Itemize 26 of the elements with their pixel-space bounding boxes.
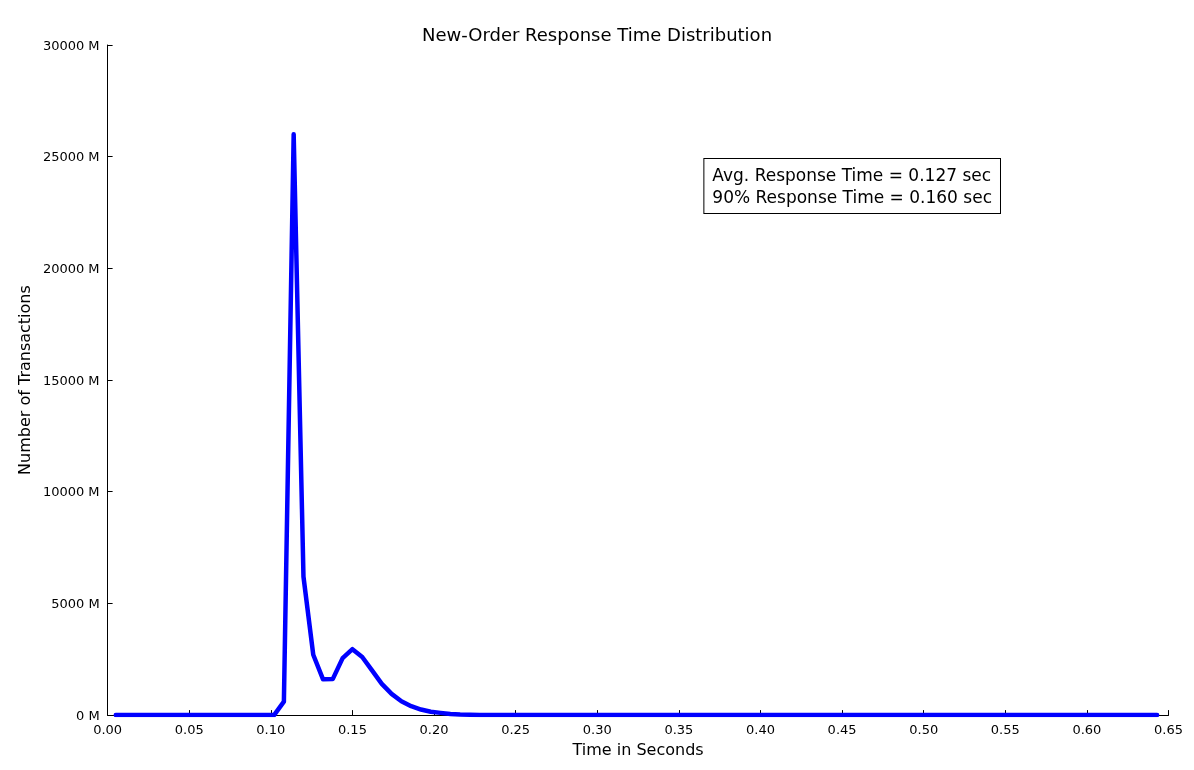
y-tick-label: 10000 M [42, 484, 100, 500]
x-tick-label: 0.45 [827, 722, 857, 738]
x-tick-label: 0.15 [337, 722, 367, 738]
x-tick-label: 0.25 [501, 722, 531, 738]
y-tick-label: 0 M [75, 707, 100, 723]
x-tick-label: 0.05 [174, 722, 204, 738]
y-tick-label: 5000 M [51, 595, 100, 611]
y-tick-label: 30000 M [42, 37, 100, 53]
y-tick-label: 20000 M [42, 260, 100, 276]
x-tick-label: 0.30 [582, 722, 612, 738]
x-tick-label: 0.00 [93, 722, 123, 738]
x-axis-title: Time in Seconds [571, 739, 704, 759]
chart-title: New-Order Response Time Distribution [421, 23, 773, 45]
x-tick-label: 0.20 [419, 722, 449, 738]
x-tick-label: 0.65 [1154, 722, 1183, 738]
x-tick-label: 0.60 [1072, 722, 1102, 738]
x-tick-label: 0.40 [746, 722, 775, 738]
y-tick-label: 25000 M [42, 149, 100, 165]
y-tick-label: 15000 M [42, 372, 100, 388]
x-tick-label: 0.35 [664, 722, 694, 738]
x-tick-label: 0.50 [909, 722, 939, 738]
x-tick-label: 0.10 [256, 722, 286, 738]
x-tick-label: 0.55 [990, 722, 1020, 738]
line-series [113, 132, 1160, 718]
annotation: Avg. Response Time = 0.127 sec 90% Response Time = 0.160 sec [712, 165, 993, 207]
y-axis-title: Number of Transactions [14, 285, 34, 475]
